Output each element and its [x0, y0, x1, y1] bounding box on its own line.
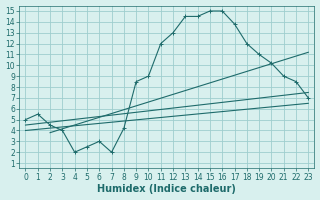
X-axis label: Humidex (Indice chaleur): Humidex (Indice chaleur)	[98, 184, 236, 194]
